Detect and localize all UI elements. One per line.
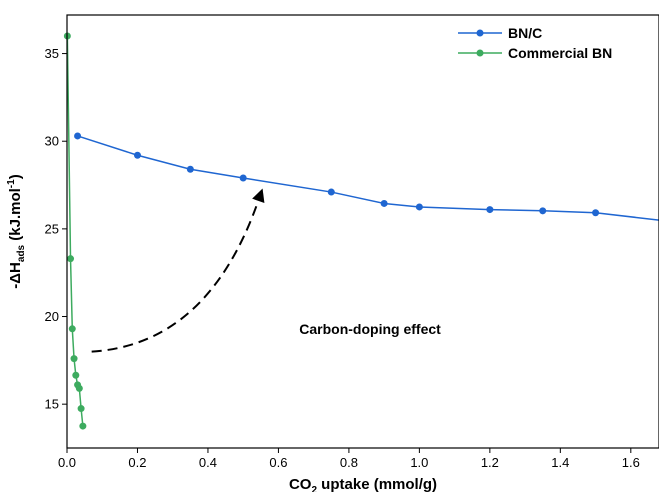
y-axis-title: -ΔHads (kJ.mol-1)	[6, 174, 27, 288]
legend-item-commercial-bn: Commercial BN	[458, 45, 612, 61]
y-tick-label: 15	[45, 397, 59, 412]
y-axis-title-superscript: -1	[6, 179, 17, 188]
x-axis-title-subscript: 2	[311, 485, 317, 492]
y-tick-label: 30	[45, 134, 59, 149]
x-tick-label: 0.2	[128, 455, 146, 470]
legend-label-commercial-bn: Commercial BN	[508, 45, 612, 61]
data-point-commercial-bn	[68, 325, 76, 333]
annotation-arrowhead	[252, 188, 265, 203]
data-point-commercial-bn	[72, 371, 80, 379]
legend-label-bn-c: BN/C	[508, 25, 542, 41]
y-tick-label: 25	[45, 221, 59, 236]
data-point-commercial-bn	[70, 355, 78, 363]
legend-marker-commercial-bn	[476, 49, 484, 57]
legend-marker-bn-c	[476, 29, 484, 37]
legend: BN/C Commercial BN	[458, 25, 612, 61]
data-point-commercial-bn	[67, 255, 75, 263]
x-tick-label: 1.2	[481, 455, 499, 470]
y-axis-title-suffix: )	[7, 174, 24, 179]
x-tick-label: 0.4	[199, 455, 217, 470]
data-point-commercial-bn	[75, 384, 83, 392]
data-point-bn-c	[74, 132, 82, 140]
data-point-commercial-bn	[77, 405, 85, 413]
data-point-bn-c	[415, 203, 423, 211]
data-point-bn-c	[592, 209, 600, 217]
data-point-commercial-bn	[79, 422, 87, 430]
x-axis-title-suffix: uptake (mmol/g)	[317, 476, 437, 492]
data-point-bn-c	[133, 151, 141, 159]
data-point-bn-c	[327, 188, 335, 196]
data-point-bn-c	[239, 174, 247, 182]
data-point-bn-c	[380, 199, 388, 207]
plot-frame	[66, 14, 659, 449]
y-axis-title-prefix: -ΔH	[7, 262, 24, 289]
data-point-bn-c	[486, 206, 494, 214]
data-point-bn-c	[186, 165, 194, 173]
annotation-label: Carbon-doping effect	[299, 321, 441, 337]
plot-content	[63, 32, 659, 430]
y-tick-label: 20	[45, 309, 59, 324]
x-axis-ticks: 0.0 0.2 0.4 0.6 0.8 1.0 1.2 1.4 1.6	[58, 448, 640, 470]
y-axis-title-subscript: ads	[16, 244, 27, 262]
x-axis-title: CO2 uptake (mmol/g)	[289, 476, 437, 492]
x-tick-label: 1.0	[410, 455, 428, 470]
x-tick-label: 1.6	[622, 455, 640, 470]
annotation: Carbon-doping effect	[91, 188, 441, 353]
y-axis-title-mid: (kJ.mol	[7, 188, 24, 245]
x-axis-title-prefix: CO	[289, 476, 312, 492]
data-point-bn-c	[539, 207, 547, 215]
y-axis-ticks: 15 20 25 30 35	[45, 46, 67, 412]
x-tick-label: 0.6	[269, 455, 287, 470]
x-tick-label: 0.0	[58, 455, 76, 470]
y-tick-label: 35	[45, 46, 59, 61]
legend-item-bn-c: BN/C	[458, 25, 542, 41]
x-tick-label: 1.4	[551, 455, 569, 470]
x-tick-label: 0.8	[340, 455, 358, 470]
